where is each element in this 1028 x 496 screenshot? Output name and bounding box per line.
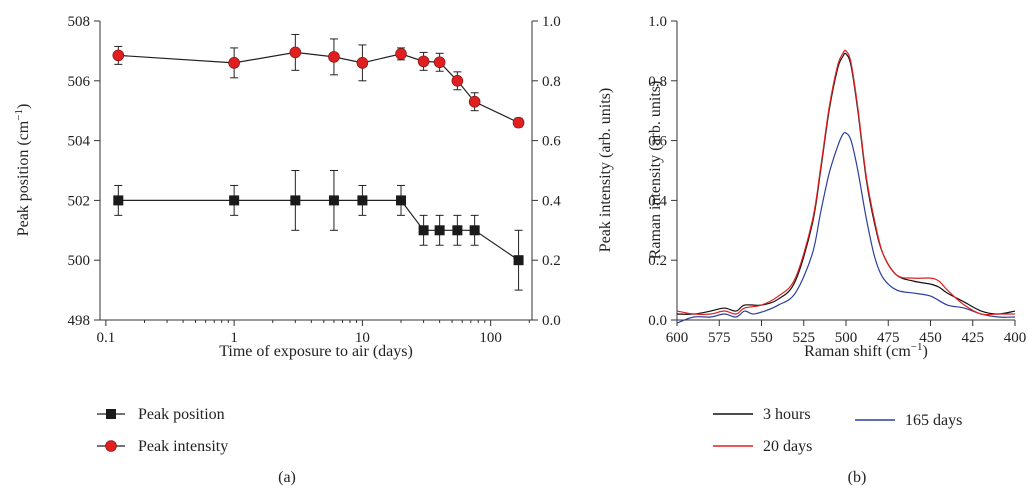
chart-b-xlabel: Raman shift (cm−1): [804, 341, 928, 360]
data-point-peak-intensity: [468, 95, 481, 108]
data-point-peak-position: [396, 195, 407, 206]
chart-b-xtick-label: 450: [919, 330, 942, 346]
data-point-peak-intensity: [395, 48, 407, 60]
chart-b-ytick-label: 0.8: [648, 74, 667, 90]
chart-a-ytick-right-label: 0.6: [542, 134, 561, 150]
chart-a-axes: 0.1 1 10 100 498 500 502 504 506 508 0.0 0.2 0.4 0.6 0…: [68, 14, 562, 346]
chart-a-legend: Peak position Peak intensity: [97, 406, 228, 455]
data-point-peak-intensity: [433, 56, 446, 69]
legend-label: Peak position: [138, 406, 225, 423]
legend-label: Peak intensity: [138, 438, 228, 455]
series-line-3-hours: [676, 52, 1016, 315]
data-point-peak-position: [418, 225, 429, 236]
data-point-peak-position: [452, 225, 463, 236]
chart-b-ytick-label: 0.4: [648, 193, 667, 209]
chart-a-ytick-left-label: 508: [68, 14, 91, 30]
chart-b-xtick-label: 425: [962, 330, 985, 346]
chart-a-ytick-left-label: 506: [68, 74, 91, 90]
legend-label: 3 hours: [763, 406, 811, 423]
data-point-peak-position: [328, 195, 339, 206]
chart-b-xtick-label: 500: [835, 330, 858, 346]
data-point-peak-position: [469, 225, 480, 236]
chart-a-ytick-right-label: 1.0: [542, 14, 561, 30]
chart-b-axes: 600 575 550 525 500 475 450 425 400 0.0 0.2 0.4 0.6 0…: [648, 14, 1026, 346]
data-point-peak-intensity: [356, 57, 369, 69]
data-point-peak-position: [357, 195, 368, 206]
chart-b-xtick-label: 550: [750, 330, 773, 346]
legend-marker-circle: [105, 440, 117, 452]
chart-a-series: [112, 33, 525, 291]
data-point-peak-intensity: [112, 49, 125, 62]
data-point-peak-position: [229, 195, 240, 206]
chart-b-ylabel: Raman intensity (arb. units): [647, 81, 664, 260]
chart-a-xtick-label: 0.1: [96, 330, 115, 346]
legend-label: 20 days: [763, 438, 812, 455]
chart-a-ytick-right-label: 0.2: [542, 253, 561, 269]
chart-b-xtick-label: 400: [1004, 330, 1027, 346]
chart-a-xlabel: Time of exposure to air (days): [219, 343, 413, 360]
chart-b-xtick-label: 600: [666, 330, 689, 346]
chart-b-series: [676, 49, 1016, 324]
series-line-165-days: [676, 131, 1016, 324]
chart-a-xtick-label: 10: [355, 330, 370, 346]
chart-b-xtick-label: 475: [877, 330, 900, 346]
data-point-peak-position: [434, 225, 445, 236]
panel-label-a: (a): [278, 469, 296, 486]
chart-a-ytick-left-label: 502: [68, 193, 91, 209]
chart-a-ytick-right-label: 0.4: [542, 193, 561, 209]
legend-marker-square: [106, 409, 116, 419]
data-point-peak-intensity: [417, 55, 430, 68]
chart-panel-a: 0.1 1 10 100 498 500 502 504 506 508 0.0 0.2 0.4 0.6 0…: [13, 14, 614, 486]
data-point-peak-position: [290, 195, 301, 206]
data-point-peak-intensity: [451, 75, 464, 87]
panel-label-b: (b): [848, 469, 867, 486]
chart-b-ytick-label: 0.0: [648, 313, 667, 329]
legend-label: 165 days: [905, 412, 962, 429]
chart-a-xtick-label: 100: [479, 330, 502, 346]
chart-b-ytick-label: 0.2: [648, 253, 667, 269]
data-point-peak-intensity: [328, 51, 340, 63]
chart-a-ylabel-right: Peak intensity (arb. units): [597, 88, 614, 252]
data-point-peak-position: [513, 255, 524, 266]
chart-b-xtick-label: 525: [793, 330, 816, 346]
chart-panel-b: 600 575 550 525 500 475 450 425 400 0.0 0.2 0.4 0.6 0…: [647, 14, 1026, 486]
chart-b-ytick-label: 0.6: [648, 134, 667, 150]
data-point-peak-intensity: [228, 57, 240, 69]
chart-b-legend: 3 hours 20 days 165 days: [713, 406, 962, 455]
data-point-peak-intensity: [512, 116, 525, 129]
chart-a-ytick-left-label: 500: [68, 253, 91, 269]
data-point-peak-intensity: [289, 46, 302, 59]
series-line-peak-intensity: [118, 51, 519, 124]
data-point-peak-position: [113, 195, 124, 206]
chart-b-ytick-label: 1.0: [648, 14, 667, 30]
chart-a-ytick-left-label: 504: [68, 134, 91, 150]
chart-a-ylabel-left: Peak position (cm−1): [13, 104, 32, 237]
chart-a-xtick-label: 1: [230, 330, 238, 346]
series-line-20-days: [676, 49, 1015, 316]
chart-a-ytick-right-label: 0.8: [542, 74, 561, 90]
chart-a-ytick-left-label: 498: [68, 313, 91, 329]
chart-a-ytick-right-label: 0.0: [542, 313, 561, 329]
chart-b-xtick-label: 575: [708, 330, 731, 346]
